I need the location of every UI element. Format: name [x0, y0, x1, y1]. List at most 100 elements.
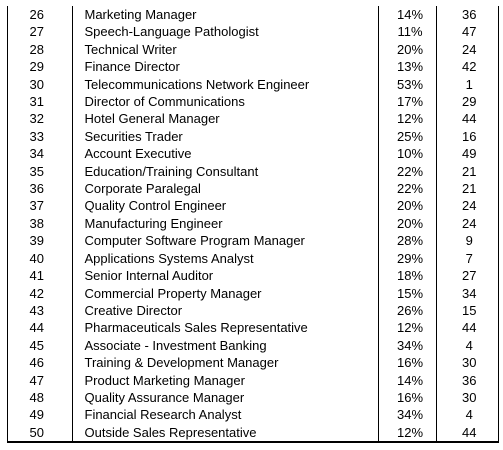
rank-cell: 44: [462, 320, 477, 336]
table-row: 29 Finance Director 13% 42: [8, 58, 498, 76]
job-title-cell: Securities Trader: [72, 127, 379, 146]
row-number-cell: 39: [8, 232, 73, 250]
table-row: 41 Senior Internal Auditor 18% 27: [8, 267, 498, 285]
row-number-cell: 40: [8, 249, 73, 268]
table-row: 37 Quality Control Engineer 20% 24: [8, 197, 498, 215]
job-title-cell: Telecommunications Network Engineer: [72, 75, 379, 94]
row-number-cell: 45: [8, 336, 73, 355]
row-number-cell: 38: [8, 214, 73, 233]
percent-cell: 28%: [378, 232, 437, 250]
table-row: 43 Creative Director 26% 15: [8, 301, 498, 320]
table-row: 27 Speech-Language Pathologist 11% 47: [8, 23, 498, 41]
percent-cell: 29%: [378, 249, 437, 268]
table-row: 40 Applications Systems Analyst 29% 7: [8, 249, 498, 268]
job-title-cell: Speech-Language Pathologist: [72, 23, 379, 41]
percent-cell: 16%: [378, 354, 437, 372]
rank-cell: 21: [462, 181, 477, 197]
percent-cell: 34%: [378, 336, 437, 355]
job-title-cell: Training & Development Manager: [72, 354, 379, 372]
table-row: 34 Account Executive 10% 49: [8, 145, 498, 163]
row-number-cell: 48: [8, 388, 73, 407]
job-title-cell: Pharmaceuticals Sales Representative: [72, 319, 379, 337]
percent-cell: 17%: [378, 93, 437, 111]
row-number-cell: 32: [8, 110, 73, 128]
table-row: 47 Product Marketing Manager 14% 36: [8, 371, 498, 389]
rank-cell: 36: [462, 7, 477, 22]
table-row: 46 Training & Development Manager 16% 30: [8, 354, 498, 372]
job-title-cell: Marketing Manager: [72, 6, 379, 24]
table-row: 49 Financial Research Analyst 34% 4: [8, 406, 498, 424]
rank-cell: 30: [462, 389, 477, 405]
table-row: 33 Securities Trader 25% 16: [8, 127, 498, 146]
job-title-cell: Education/Training Consultant: [72, 162, 379, 181]
rank-cell: 29: [462, 94, 477, 110]
table-row: 35 Education/Training Consultant 22% 21: [8, 162, 498, 181]
percent-cell: 12%: [378, 423, 437, 442]
percent-cell: 26%: [378, 301, 437, 320]
rank-cell: 1: [465, 76, 473, 92]
row-number-cell: 33: [8, 127, 73, 146]
table-row: 26 Marketing Manager 14% 36: [8, 6, 498, 24]
job-title-cell: Computer Software Program Manager: [72, 232, 379, 250]
job-title-cell: Applications Systems Analyst: [72, 249, 379, 268]
row-number-cell: 50: [8, 423, 73, 442]
rank-cell: 30: [462, 355, 477, 371]
rank-cell: 44: [462, 111, 477, 127]
percent-cell: 22%: [378, 162, 437, 181]
rank-cell: 49: [462, 146, 477, 162]
percent-cell: 13%: [378, 58, 437, 76]
rank-cell: 4: [465, 337, 473, 353]
row-number-cell: 27: [8, 23, 73, 41]
job-title-cell: Financial Research Analyst: [72, 406, 379, 424]
rank-cell: 16: [462, 128, 477, 144]
table-row: 31 Director of Communications 17% 29: [8, 93, 498, 111]
percent-cell: 14%: [378, 6, 437, 24]
percent-cell: 20%: [378, 214, 437, 233]
table-row: 45 Associate - Investment Banking 34% 4: [8, 336, 498, 355]
job-title-cell: Account Executive: [72, 145, 379, 163]
row-number-cell: 41: [8, 267, 73, 285]
table-row: 42 Commercial Property Manager 15% 34: [8, 284, 498, 302]
rank-cell: 34: [462, 285, 477, 301]
percent-cell: 18%: [378, 267, 437, 285]
row-number-cell: 26: [8, 6, 73, 24]
rank-cell: 27: [462, 268, 477, 284]
rank-cell: 47: [462, 24, 477, 40]
percent-cell: 25%: [378, 127, 437, 146]
job-title-cell: Hotel General Manager: [72, 110, 379, 128]
table-row: 44 Pharmaceuticals Sales Representative 12…: [8, 319, 498, 337]
rank-cell: 24: [462, 198, 477, 214]
rank-cell: 15: [462, 302, 477, 318]
percent-cell: 20%: [378, 197, 437, 215]
percent-cell: 12%: [378, 319, 437, 337]
job-title-cell: Product Marketing Manager: [72, 371, 379, 389]
row-number-cell: 29: [8, 58, 73, 76]
job-title-cell: Creative Director: [72, 301, 379, 320]
row-number-cell: 42: [8, 284, 73, 302]
row-number-cell: 49: [8, 406, 73, 424]
percent-cell: 12%: [378, 110, 437, 128]
percent-cell: 34%: [378, 406, 437, 424]
jobs-table-body: 26 Marketing Manager 14% 36 27 Speech-Languag…: [8, 6, 498, 442]
job-title-cell: Technical Writer: [72, 40, 379, 59]
job-title-cell: Senior Internal Auditor: [72, 267, 379, 285]
percent-cell: 16%: [378, 388, 437, 407]
row-number-cell: 36: [8, 180, 73, 198]
rank-cell: 9: [465, 233, 473, 249]
rank-cell: 24: [462, 215, 477, 231]
job-title-cell: Manufacturing Engineer: [72, 214, 379, 233]
row-number-cell: 37: [8, 197, 73, 215]
rank-cell: 4: [465, 407, 473, 423]
jobs-table: 26 Marketing Manager 14% 36 27 Speech-Languag…: [8, 6, 498, 442]
rank-cell: 7: [465, 250, 473, 266]
percent-cell: 53%: [378, 75, 437, 94]
row-number-cell: 31: [8, 93, 73, 111]
table-row: 32 Hotel General Manager 12% 44: [8, 110, 498, 128]
rank-cell: 21: [462, 163, 477, 179]
row-number-cell: 44: [8, 319, 73, 337]
row-number-cell: 30: [8, 75, 73, 94]
job-title-cell: Outside Sales Representative: [72, 423, 379, 442]
percent-cell: 10%: [378, 145, 437, 163]
table-row: 36 Corporate Paralegal 22% 21: [8, 180, 498, 198]
job-title-cell: Commercial Property Manager: [72, 284, 379, 302]
